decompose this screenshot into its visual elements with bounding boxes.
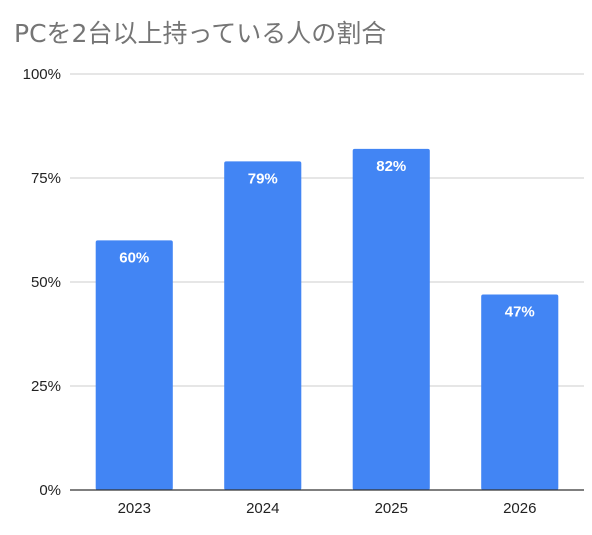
x-tick-label-2025: 2025 bbox=[375, 500, 408, 517]
y-tick-labels: 0% 25% 50% 75% 100% bbox=[23, 66, 61, 499]
bar-2023 bbox=[95, 240, 173, 490]
bar-2025 bbox=[352, 148, 430, 490]
chart-title: PCを2台以上持っている人の割合 bbox=[14, 19, 387, 48]
data-label-2025: 82% bbox=[376, 158, 406, 175]
data-labels: 60% 79% 82% 47% bbox=[119, 158, 535, 321]
x-tick-labels: 2023 2024 2025 2026 bbox=[118, 500, 537, 517]
y-tick-label: 100% bbox=[23, 66, 61, 83]
data-label-2023: 60% bbox=[119, 249, 149, 266]
data-label-2024: 79% bbox=[248, 170, 278, 187]
data-label-2026: 47% bbox=[505, 303, 535, 320]
x-tick-label-2023: 2023 bbox=[118, 500, 151, 517]
y-tick-label: 75% bbox=[31, 170, 61, 187]
bar-2024 bbox=[224, 161, 302, 491]
y-tick-label: 0% bbox=[39, 482, 61, 499]
x-tick-label-2024: 2024 bbox=[246, 500, 279, 517]
bar-2026 bbox=[481, 294, 559, 490]
x-tick-label-2026: 2026 bbox=[503, 500, 536, 517]
y-tick-label: 50% bbox=[31, 274, 61, 291]
y-tick-label: 25% bbox=[31, 378, 61, 395]
bars bbox=[95, 148, 559, 491]
